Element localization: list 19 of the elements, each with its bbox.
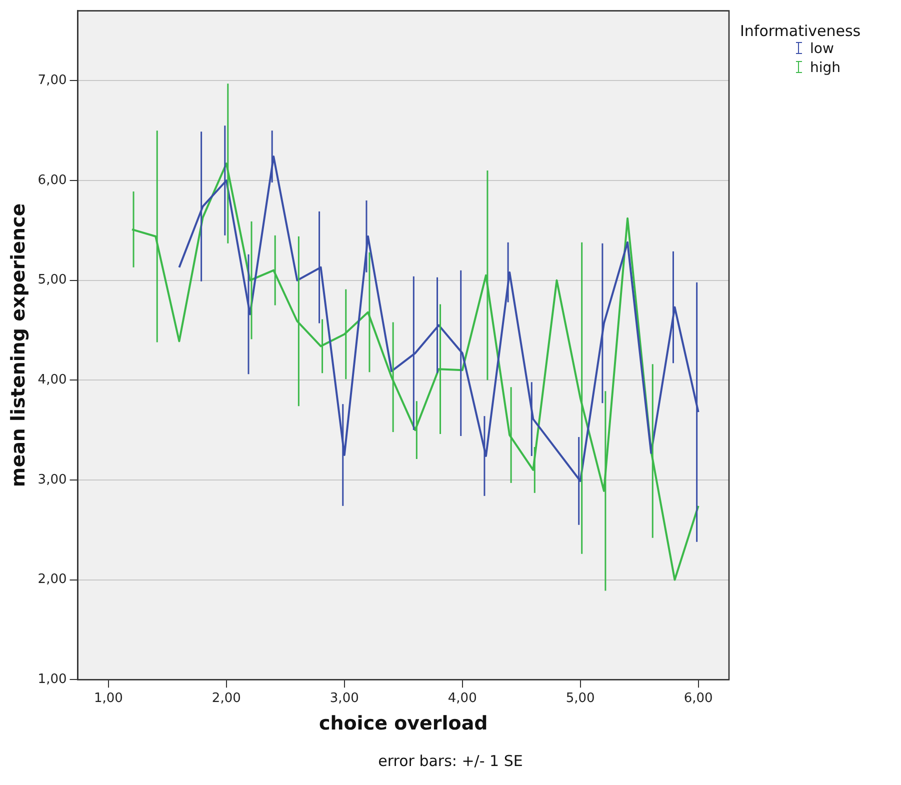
text: error bars: +/- 1 SE bbox=[377, 752, 524, 770]
legend-label: low bbox=[810, 41, 834, 57]
y-tick-label: 3,00 bbox=[38, 472, 67, 488]
y-tick-label: 1,00 bbox=[38, 672, 67, 687]
legend-label: high bbox=[810, 60, 841, 76]
x-axis-title: choice overload bbox=[318, 712, 488, 735]
x-tick-label: 3,00 bbox=[330, 690, 359, 706]
y-tick-label: 7,00 bbox=[38, 73, 67, 88]
x-tick-label: 4,00 bbox=[448, 690, 477, 706]
x-tick-label: 1,00 bbox=[94, 690, 123, 706]
x-tick-label: 2,00 bbox=[212, 690, 241, 706]
y-tick-label: 5,00 bbox=[38, 272, 67, 288]
y-axis-title: mean listening experience bbox=[7, 203, 30, 488]
x-tick-label: 5,00 bbox=[566, 690, 595, 706]
y-tick-label: 6,00 bbox=[38, 172, 67, 188]
y-tick-label: 2,00 bbox=[38, 572, 67, 588]
x-tick-label: 6,00 bbox=[684, 690, 713, 706]
y-tick-label: 4,00 bbox=[38, 372, 67, 388]
legend-title: Informativeness bbox=[740, 22, 861, 40]
